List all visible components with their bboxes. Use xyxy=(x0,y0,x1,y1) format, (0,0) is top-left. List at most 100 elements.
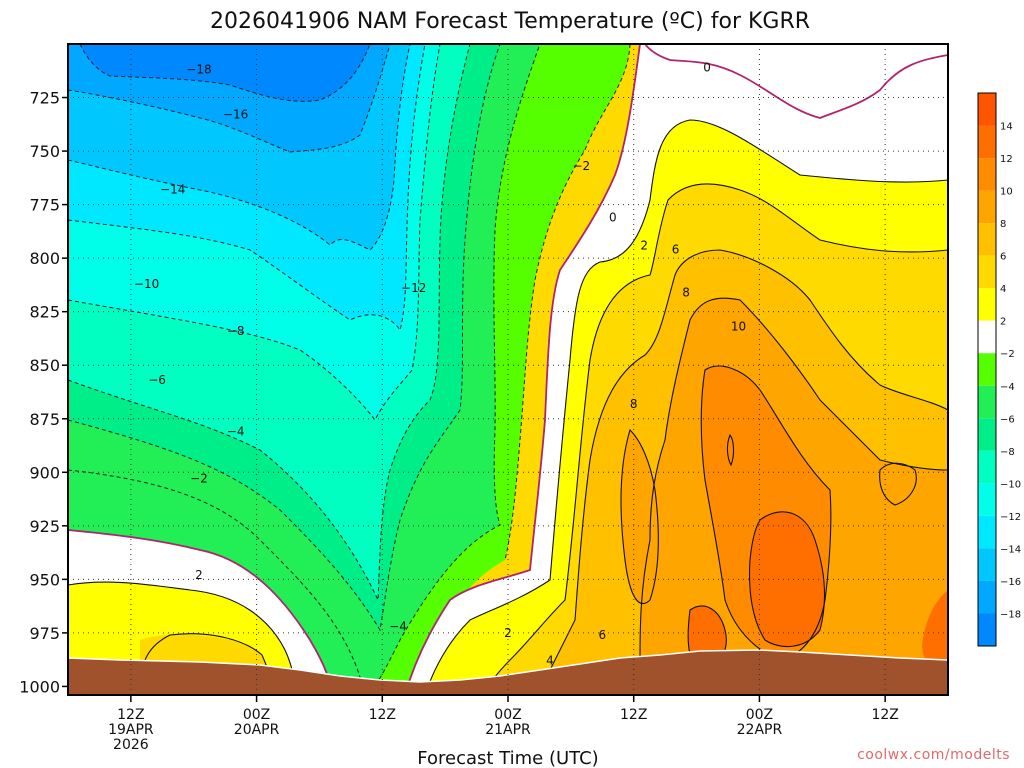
contour-label: 2 xyxy=(195,568,203,582)
x-tick-label: 12Z xyxy=(369,707,396,723)
y-tick-label: 825 xyxy=(29,303,60,322)
colorbar-label: −6 xyxy=(1000,414,1015,425)
band-m18 xyxy=(80,44,370,102)
contour-label: −8 xyxy=(227,324,245,338)
colorbar-frame xyxy=(977,92,997,647)
y-tick-label: 900 xyxy=(29,463,60,482)
contour-label: −4 xyxy=(227,425,245,439)
contour-label: −4 xyxy=(389,619,407,633)
colorbar-swatch xyxy=(978,418,996,451)
colorbar-swatch xyxy=(978,353,996,386)
ground-surface-edge xyxy=(68,649,948,683)
contour-label: 0 xyxy=(703,61,711,75)
y-tick-label: 775 xyxy=(29,196,60,215)
contour-label: −16 xyxy=(223,108,248,122)
colorbar-label: 6 xyxy=(1000,252,1006,263)
colorbar-label: −4 xyxy=(1000,382,1015,393)
x-tick-label: 20APR xyxy=(234,722,280,738)
colorbar-swatch xyxy=(978,190,996,224)
band-p12c xyxy=(922,590,948,668)
colorbar-swatch xyxy=(978,580,996,614)
x-tick-label: 12Z xyxy=(871,707,898,723)
plot-grid xyxy=(68,44,948,695)
x-tick-label: 19APR xyxy=(108,722,154,738)
colorbar-swatch xyxy=(978,483,996,516)
contour-label: 8 xyxy=(682,285,690,299)
colorbar-label: 2 xyxy=(1000,317,1006,328)
isotherm-m2 xyxy=(504,44,631,561)
isotherm-m14 xyxy=(68,44,411,251)
colorbar-swatch xyxy=(978,515,996,549)
colorbar-label: −12 xyxy=(1000,512,1021,523)
x-tick-label: 00Z xyxy=(494,707,521,723)
ground-below-surface xyxy=(68,650,948,695)
colorbar-label: −8 xyxy=(1000,447,1015,458)
isotherm-p12 xyxy=(748,511,826,648)
colorbar-label: −14 xyxy=(1000,544,1021,555)
colorbar-label: 12 xyxy=(1000,154,1013,165)
y-tick-label: 950 xyxy=(29,570,60,589)
y-tick-label: 800 xyxy=(29,249,60,268)
band-p8b xyxy=(621,430,659,604)
y-axis: 725 750 775 800 825 850 875 900 925 950 975 1000 xyxy=(19,89,68,696)
isotherm-p8 xyxy=(639,297,948,661)
contour-label: −2 xyxy=(572,159,590,173)
x-tick-label: 22APR xyxy=(737,722,783,738)
colorbar-label: 4 xyxy=(1000,284,1006,295)
contour-label: −12 xyxy=(401,281,426,295)
isotherm-p6 xyxy=(544,249,948,681)
isotherm-small-right xyxy=(879,462,917,506)
colorbar-label: −2 xyxy=(1000,349,1015,360)
colorbar-legend: 14 12 10 8 6 4 2 −2 −4 −6 −8 −10 −12 −14 −16 −18 xyxy=(977,92,1021,647)
colorbar-swatch xyxy=(978,320,996,354)
x-tick-label: 21APR xyxy=(485,722,531,738)
isotherm-m10 xyxy=(68,44,441,421)
contour-fill-layer: −18 −16 −14 −12 −10 −8 −6 −4 −2 −2 −4 0 0 2 2 2 4 6 6 8 8 10 xyxy=(68,44,948,695)
colorbar-label: 10 xyxy=(1000,187,1013,198)
colorbar-label: 8 xyxy=(1000,219,1006,230)
contour-label: −10 xyxy=(134,277,159,291)
band-p12 xyxy=(749,511,825,647)
colorbar-label: −16 xyxy=(1000,577,1021,588)
isotherm-small-closed xyxy=(726,433,735,467)
contour-label: 6 xyxy=(672,243,680,257)
y-tick-label: 850 xyxy=(29,356,60,375)
x-tick-label: 12Z xyxy=(620,707,647,723)
isotherm-p4 xyxy=(479,183,948,695)
y-tick-label: 1000 xyxy=(19,677,60,696)
contour-label: −14 xyxy=(160,183,185,197)
isotherm-m6 xyxy=(68,44,501,632)
chart-title: 2026041906 NAM Forecast Temperature (ºC)… xyxy=(210,9,810,34)
contour-label: −2 xyxy=(190,472,208,486)
y-tick-label: 725 xyxy=(29,89,60,108)
x-tick-label: 12Z xyxy=(117,707,144,723)
colorbar-swatch xyxy=(978,223,996,256)
isotherm-zero-right xyxy=(404,44,948,695)
contour-label: 0 xyxy=(609,210,617,224)
isotherm-m12 xyxy=(68,44,426,332)
contour-label: 6 xyxy=(598,628,606,642)
colorbar-label: −18 xyxy=(1000,609,1021,620)
isotherm-m16 xyxy=(68,44,391,153)
isotherm-p2 xyxy=(424,119,948,695)
colorbar-swatch xyxy=(978,385,996,419)
contour-labels: −18 −16 −14 −12 −10 −8 −6 −4 −2 −2 −4 0 0 2 2 2 4 6 6 8 8 10 xyxy=(134,61,746,668)
colorbar-swatch xyxy=(978,158,996,191)
contour-label: 2 xyxy=(504,626,512,640)
colorbar-swatch xyxy=(978,125,996,159)
isotherm-p2-lowleft xyxy=(68,581,297,695)
colorbar-label: 14 xyxy=(1000,122,1013,133)
x-axis-label: Forecast Time (UTC) xyxy=(417,748,598,768)
colorbar-swatch xyxy=(978,450,996,484)
x-tick-label: 2026 xyxy=(113,737,149,753)
isotherm-m18 xyxy=(79,44,371,102)
contour-label: 2 xyxy=(640,238,648,252)
contour-label: −6 xyxy=(148,373,166,387)
y-tick-label: 975 xyxy=(29,624,60,643)
isotherm-zero-left xyxy=(68,529,333,695)
y-tick-label: 925 xyxy=(29,517,60,536)
colorbar-swatch xyxy=(978,613,996,646)
contour-label: 4 xyxy=(546,654,554,668)
